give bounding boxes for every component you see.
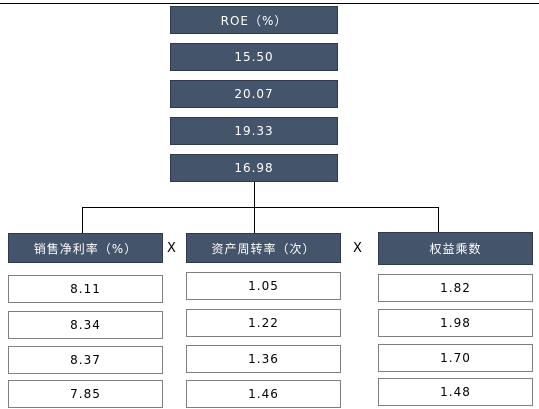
- net-margin-header: 销售净利率（%）: [8, 233, 163, 263]
- equity-multiplier-value-2: 1.98: [378, 309, 533, 337]
- net-margin-value-2: 8.34: [8, 311, 163, 339]
- roe-value-3: 19.33: [170, 117, 338, 145]
- connector-middle: [254, 207, 255, 233]
- multiply-operator-1: X: [167, 241, 176, 256]
- asset-turnover-value-1: 1.05: [186, 272, 341, 300]
- roe-header: ROE（%）: [170, 6, 338, 34]
- top-rule: [0, 3, 539, 4]
- net-margin-value-3: 8.37: [8, 346, 163, 374]
- roe-value-1: 15.50: [170, 43, 338, 71]
- net-margin-value-1: 8.11: [8, 275, 163, 303]
- roe-value-2: 20.07: [170, 80, 338, 108]
- asset-turnover-value-4: 1.46: [186, 380, 341, 408]
- equity-multiplier-value-4: 1.48: [378, 378, 533, 406]
- asset-turnover-header: 资产周转率（次）: [186, 233, 341, 263]
- equity-multiplier-header: 权益乘数: [378, 232, 533, 265]
- connector-left: [82, 207, 83, 233]
- equity-multiplier-value-1: 1.82: [378, 274, 533, 302]
- connector-bar: [82, 207, 439, 208]
- asset-turnover-value-2: 1.22: [186, 309, 341, 337]
- net-margin-value-4: 7.85: [8, 380, 163, 408]
- roe-value-4: 16.98: [170, 154, 338, 182]
- asset-turnover-value-3: 1.36: [186, 345, 341, 373]
- multiply-operator-2: X: [353, 241, 362, 256]
- connector-trunk: [254, 182, 255, 208]
- connector-right: [438, 207, 439, 233]
- equity-multiplier-value-3: 1.70: [378, 344, 533, 372]
